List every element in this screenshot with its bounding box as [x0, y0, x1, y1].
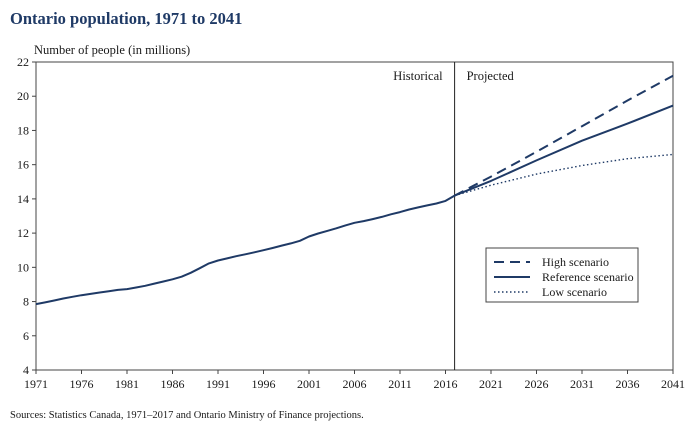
x-tick-label: 2011 [388, 377, 412, 391]
series-line-reference-scenario [35, 104, 674, 306]
x-tick-label: 2026 [525, 377, 549, 391]
x-tick-label: 2036 [616, 377, 640, 391]
x-tick-label: 2041 [661, 377, 685, 391]
x-tick-label: 1981 [115, 377, 139, 391]
region-label-historical: Historical [393, 69, 443, 83]
x-tick-label: 2016 [434, 377, 458, 391]
y-tick-label: 6 [23, 329, 29, 343]
x-tick-label: 2001 [297, 377, 321, 391]
x-tick-label: 1996 [252, 377, 276, 391]
legend-item-label: Low scenario [542, 285, 607, 299]
axes-group: 4 6 8 10 12 14 16 18 20 22 1971 1976 1981 1986 1991 199… [17, 55, 685, 391]
y-axis-label: Number of people (in millions) [34, 43, 190, 57]
region-label-projected: Projected [467, 69, 515, 83]
x-tick-label: 2006 [343, 377, 367, 391]
x-tick-label: 1971 [24, 377, 48, 391]
y-tick-label: 12 [17, 226, 29, 240]
y-tick-label: 4 [23, 363, 29, 377]
legend-item-label: Reference scenario [542, 270, 634, 284]
y-tick-label: 18 [17, 123, 29, 137]
x-tick-label: 1976 [70, 377, 94, 391]
series-group [35, 74, 674, 306]
y-tick-label: 16 [17, 158, 29, 172]
legend-box [485, 247, 639, 303]
series-line-low-scenario [454, 153, 674, 197]
y-tick-label: 14 [17, 192, 29, 206]
y-tick-label: 8 [23, 295, 29, 309]
x-tick-label: 2021 [479, 377, 503, 391]
chart-title: Ontario population, 1971 to 2041 [10, 9, 242, 28]
plot-frame [35, 61, 674, 371]
x-tick-label: 1986 [161, 377, 185, 391]
y-tick-label: 20 [17, 89, 29, 103]
x-tick-label: 2031 [570, 377, 594, 391]
y-tick-label: 10 [17, 260, 29, 274]
y-tick-label: 22 [17, 55, 29, 69]
source-note: Sources: Statistics Canada, 1971–2017 an… [10, 410, 364, 421]
series-line-high-scenario [454, 74, 674, 197]
legend-item-label: High scenario [542, 255, 609, 269]
x-tick-label: 1991 [206, 377, 230, 391]
